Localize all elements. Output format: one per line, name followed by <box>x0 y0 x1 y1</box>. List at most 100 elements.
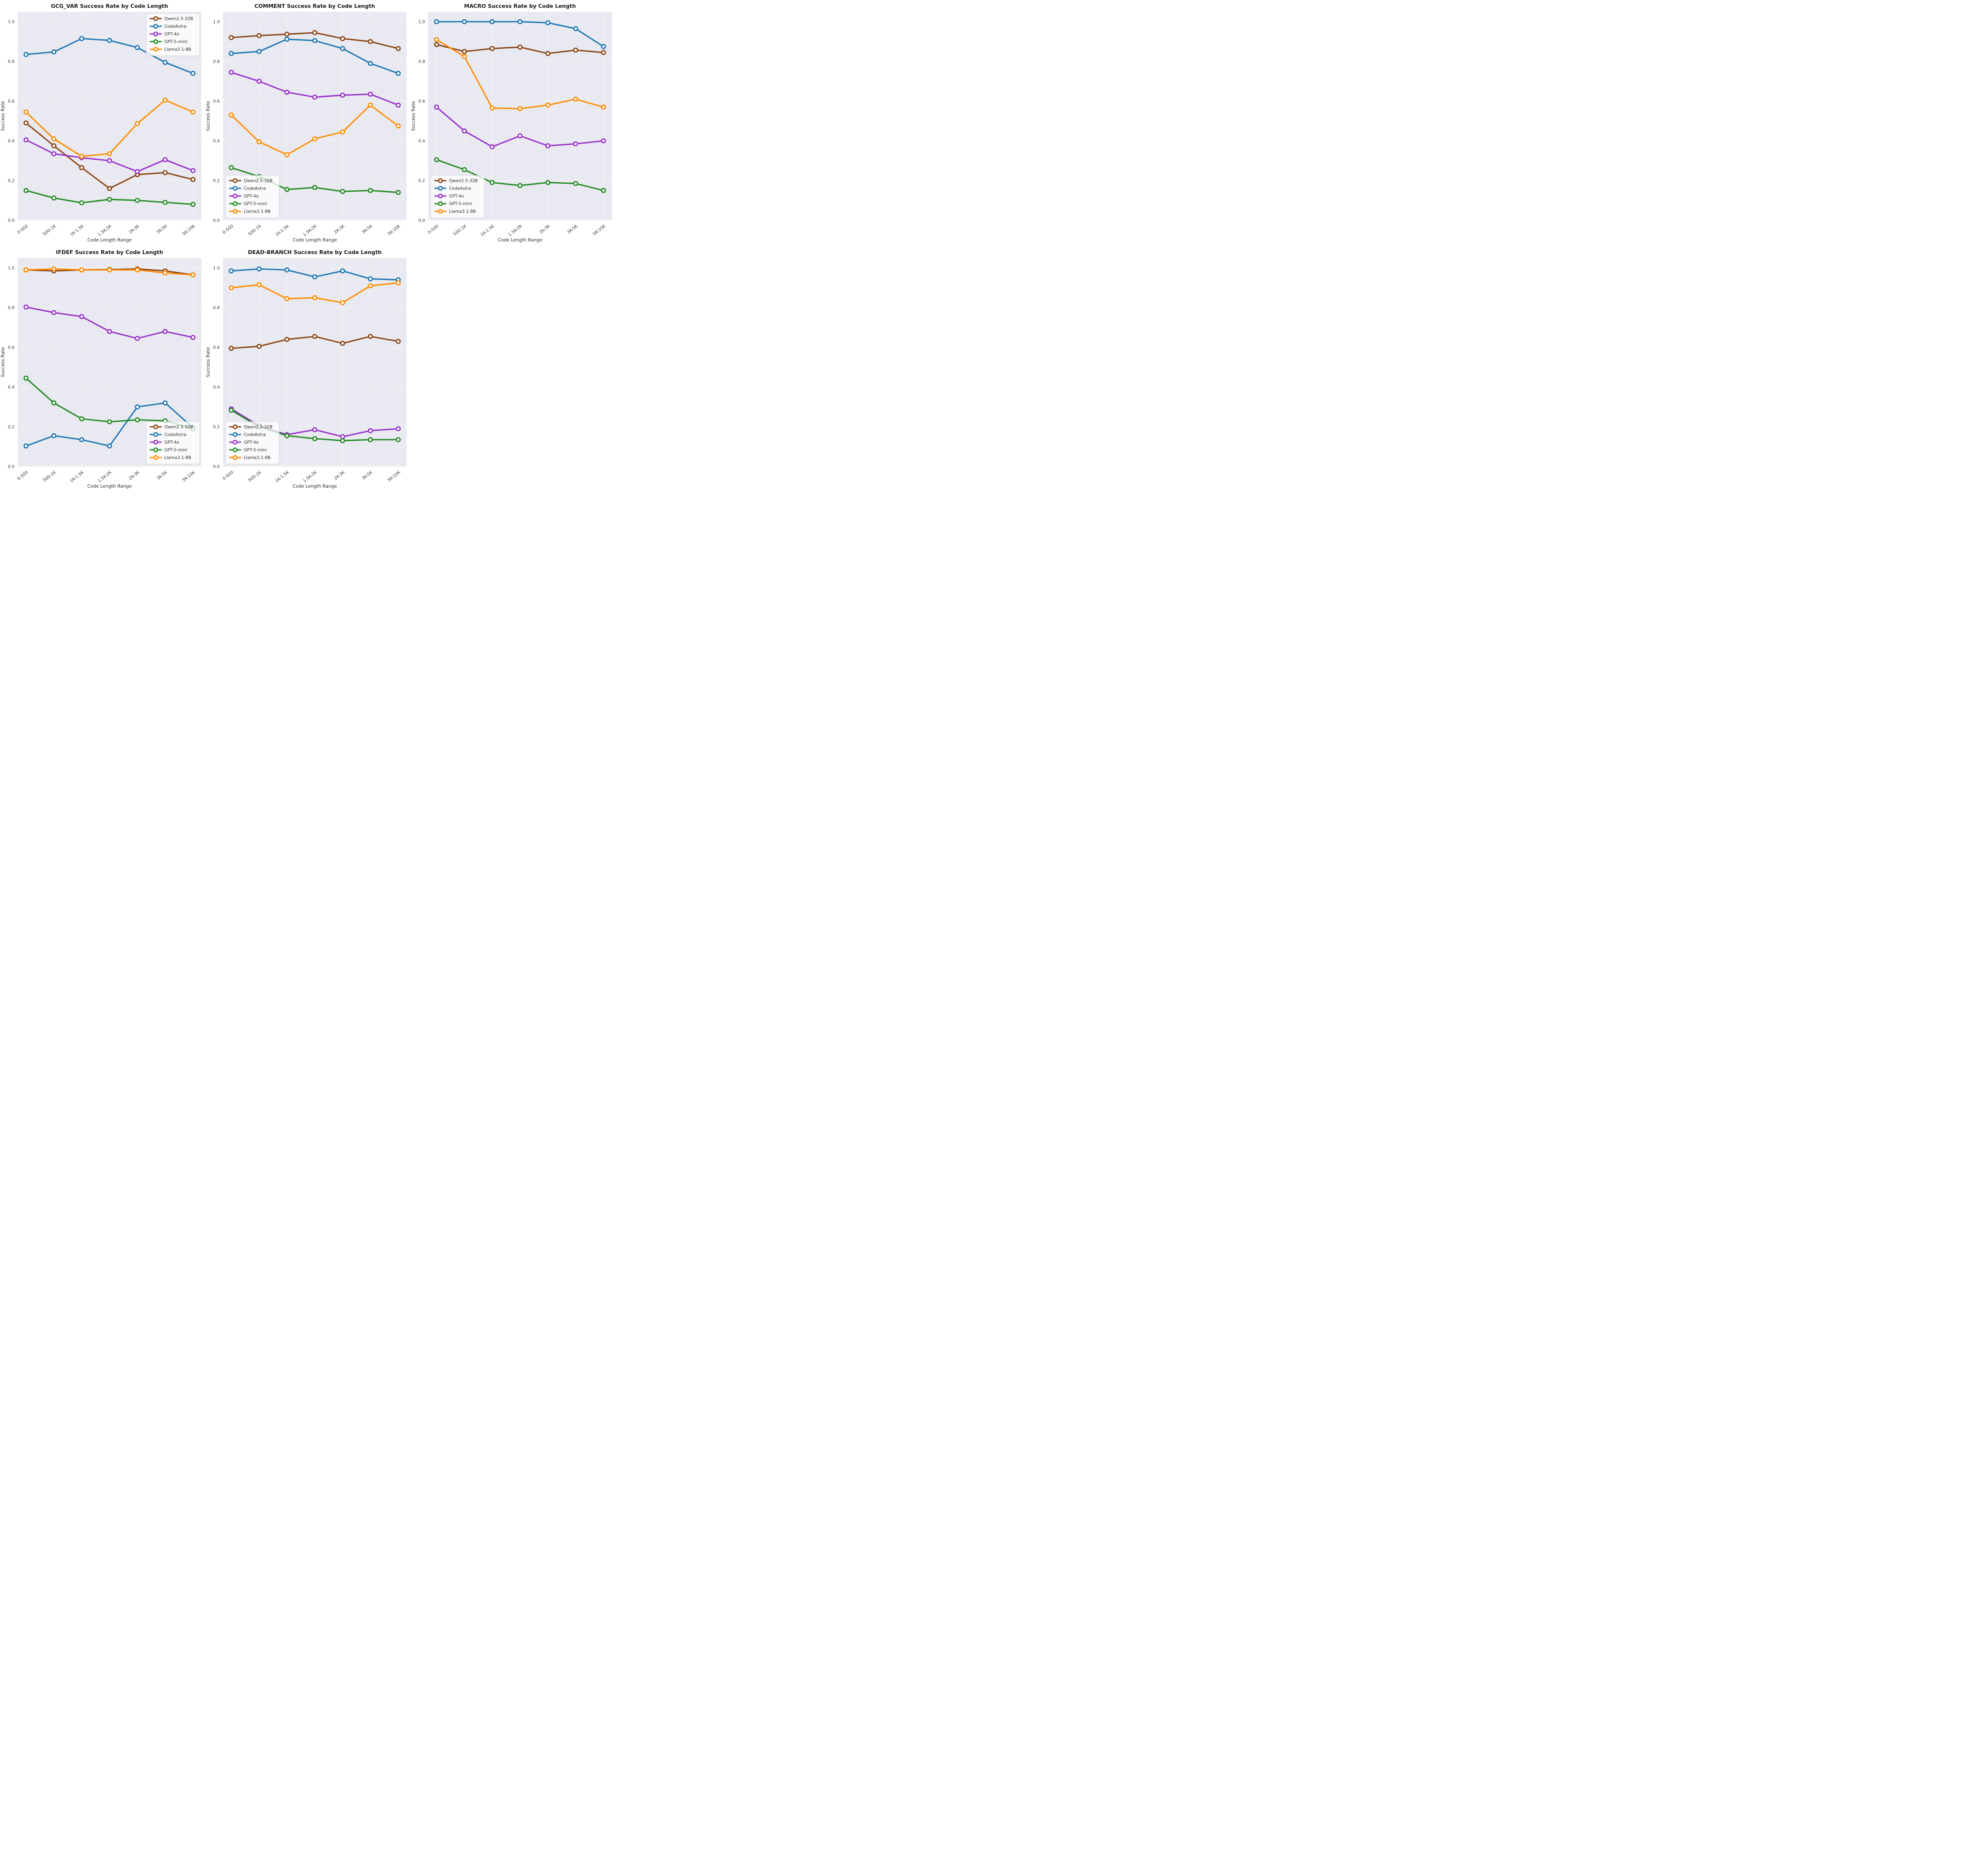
y-tick-label: 0.2 <box>213 424 220 429</box>
series-marker-GPT-5-mini <box>312 436 317 441</box>
series-marker-Llama3.1-8B <box>284 152 290 157</box>
series-marker-GPT-5-mini <box>162 200 168 205</box>
series-marker-Qwen2.5-32B <box>573 47 578 53</box>
series-marker-GPT-4o <box>190 168 196 173</box>
series-marker-Qwen2.5-32B <box>396 46 401 51</box>
x-tick-label: 0-500 <box>16 470 29 481</box>
series-marker-CodeAstra <box>162 60 168 65</box>
series-marker-GPT-5-mini <box>517 183 523 188</box>
series-marker-GPT-4o <box>256 79 262 84</box>
y-tick-label: 0.6 <box>213 345 220 350</box>
legend-label: GPT-4o <box>449 193 464 199</box>
legend-marker-Qwen2.5-32B <box>153 16 158 21</box>
legend-label: GPT-5-mini <box>164 448 188 453</box>
series-marker-Llama3.1-8B <box>545 102 550 108</box>
series-marker-CodeAstra <box>312 274 317 280</box>
legend-box <box>225 421 280 464</box>
legend-label: GPT-5-mini <box>244 201 267 206</box>
series-marker-GPT-5-mini <box>107 197 112 202</box>
legend-label: CodeAstra <box>449 186 471 191</box>
series-marker-GPT-4o <box>190 335 196 340</box>
y-tick-label: 0.8 <box>8 59 15 64</box>
series-marker-GPT-5-mini <box>573 181 578 186</box>
legend-marker-CodeAstra <box>438 186 443 191</box>
series-marker-Qwen2.5-32B <box>312 30 317 35</box>
series-marker-CodeAstra <box>284 37 290 42</box>
x-tick-label: 3K-5K <box>361 470 374 481</box>
legend-label: Llama3.1-8B <box>244 209 271 214</box>
series-marker-CodeAstra <box>23 443 29 449</box>
series-marker-CodeAstra <box>462 19 467 24</box>
series-marker-Llama3.1-8B <box>190 109 196 115</box>
series-marker-Llama3.1-8B <box>312 136 317 142</box>
series-marker-GPT-5-mini <box>284 187 290 192</box>
series-marker-GPT-5-mini <box>107 419 112 424</box>
series-marker-GPT-5-mini <box>228 407 234 413</box>
legend-label: Llama3.1-8B <box>449 209 476 214</box>
x-tick-label: 3K-5K <box>156 470 169 481</box>
legend-label: CodeAstra <box>244 432 266 437</box>
series-marker-Llama3.1-8B <box>434 37 439 42</box>
series-marker-Qwen2.5-32B <box>545 51 550 56</box>
chart-canvas: 0.0 0.2 0.4 0.6 0.8 1.0 0-500 500-1K 1K-1.5K 1.5K… <box>205 249 407 489</box>
y-tick-label: 0.6 <box>8 345 15 350</box>
x-tick-label: 1.5K-2K <box>302 470 318 484</box>
series-marker-GPT-5-mini <box>396 437 401 442</box>
legend-label: Qwen2.5-32B <box>164 424 193 429</box>
chart-canvas: 0.0 0.2 0.4 0.6 0.8 1.0 0-500 500-1K 1K-1.5K 1.5K… <box>411 3 612 243</box>
legend-label: Qwen2.5-32B <box>244 178 272 183</box>
legend-box <box>146 13 200 56</box>
series-marker-Llama3.1-8B <box>517 106 523 111</box>
legend-marker-CodeAstra <box>153 24 158 29</box>
legend-label: GPT-4o <box>244 193 259 199</box>
series-marker-Llama3.1-8B <box>79 154 85 159</box>
legend-marker-Qwen2.5-32B <box>153 424 158 429</box>
legend-marker-Llama3.1-8B <box>232 209 238 214</box>
legend-marker-GPT-4o <box>232 440 238 445</box>
legend-marker-Qwen2.5-32B <box>438 178 443 183</box>
empty-cell <box>411 246 616 492</box>
series-marker-CodeAstra <box>517 19 523 24</box>
x-axis-label: Code Length Range <box>87 483 132 489</box>
legend-marker-Qwen2.5-32B <box>232 178 238 183</box>
series-marker-Qwen2.5-32B <box>79 165 85 170</box>
legend-marker-GPT-5-mini <box>232 447 238 452</box>
x-tick-label: 5K-10K <box>592 223 607 237</box>
x-tick-label: 3K-5K <box>156 223 169 235</box>
series-marker-Llama3.1-8B <box>228 112 234 118</box>
series-marker-GPT-5-mini <box>312 185 317 190</box>
series-marker-CodeAstra <box>162 400 168 405</box>
series-marker-Llama3.1-8B <box>51 136 57 142</box>
y-tick-label: 0.0 <box>418 218 425 223</box>
y-tick-label: 0.8 <box>418 59 425 64</box>
x-tick-label: 2K-3K <box>128 470 141 481</box>
legend-label: CodeAstra <box>164 432 186 437</box>
series-marker-Llama3.1-8B <box>573 96 578 102</box>
series-marker-GPT-5-mini <box>23 188 29 193</box>
series-marker-Llama3.1-8B <box>396 123 401 129</box>
chart-title: DEAD-BRANCH Success Rate by Code Length <box>248 249 381 256</box>
series-marker-Qwen2.5-32B <box>228 35 234 41</box>
legend-label: GPT-4o <box>164 31 179 37</box>
legend-marker-Llama3.1-8B <box>438 209 443 214</box>
series-marker-CodeAstra <box>190 71 196 76</box>
series-marker-Qwen2.5-32B <box>162 170 168 175</box>
y-tick-label: 0.2 <box>213 178 220 183</box>
series-marker-Llama3.1-8B <box>51 266 57 272</box>
y-axis-label: Success Rate <box>205 347 211 377</box>
x-tick-label: 1K-1.5K <box>69 223 85 238</box>
legend-label: CodeAstra <box>244 186 266 191</box>
series-marker-Llama3.1-8B <box>340 300 345 306</box>
series-marker-GPT-4o <box>134 169 140 174</box>
legend: Qwen2.5-32B CodeAstra GPT-4o GPT-5-mini Llam… <box>225 421 280 464</box>
legend-marker-GPT-5-mini <box>153 447 158 452</box>
series-marker-GPT-4o <box>368 92 373 97</box>
y-tick-label: 0.4 <box>8 385 15 390</box>
chart-canvas: 0.0 0.2 0.4 0.6 0.8 1.0 0-500 500-1K 1K-1.5K 1.5K… <box>205 3 407 243</box>
legend-label: GPT-4o <box>164 440 179 445</box>
series-marker-GPT-5-mini <box>51 195 57 201</box>
series-marker-Llama3.1-8B <box>601 104 606 110</box>
series-marker-CodeAstra <box>134 45 140 50</box>
series-marker-Qwen2.5-32B <box>284 337 290 342</box>
y-tick-label: 0.4 <box>213 138 220 144</box>
